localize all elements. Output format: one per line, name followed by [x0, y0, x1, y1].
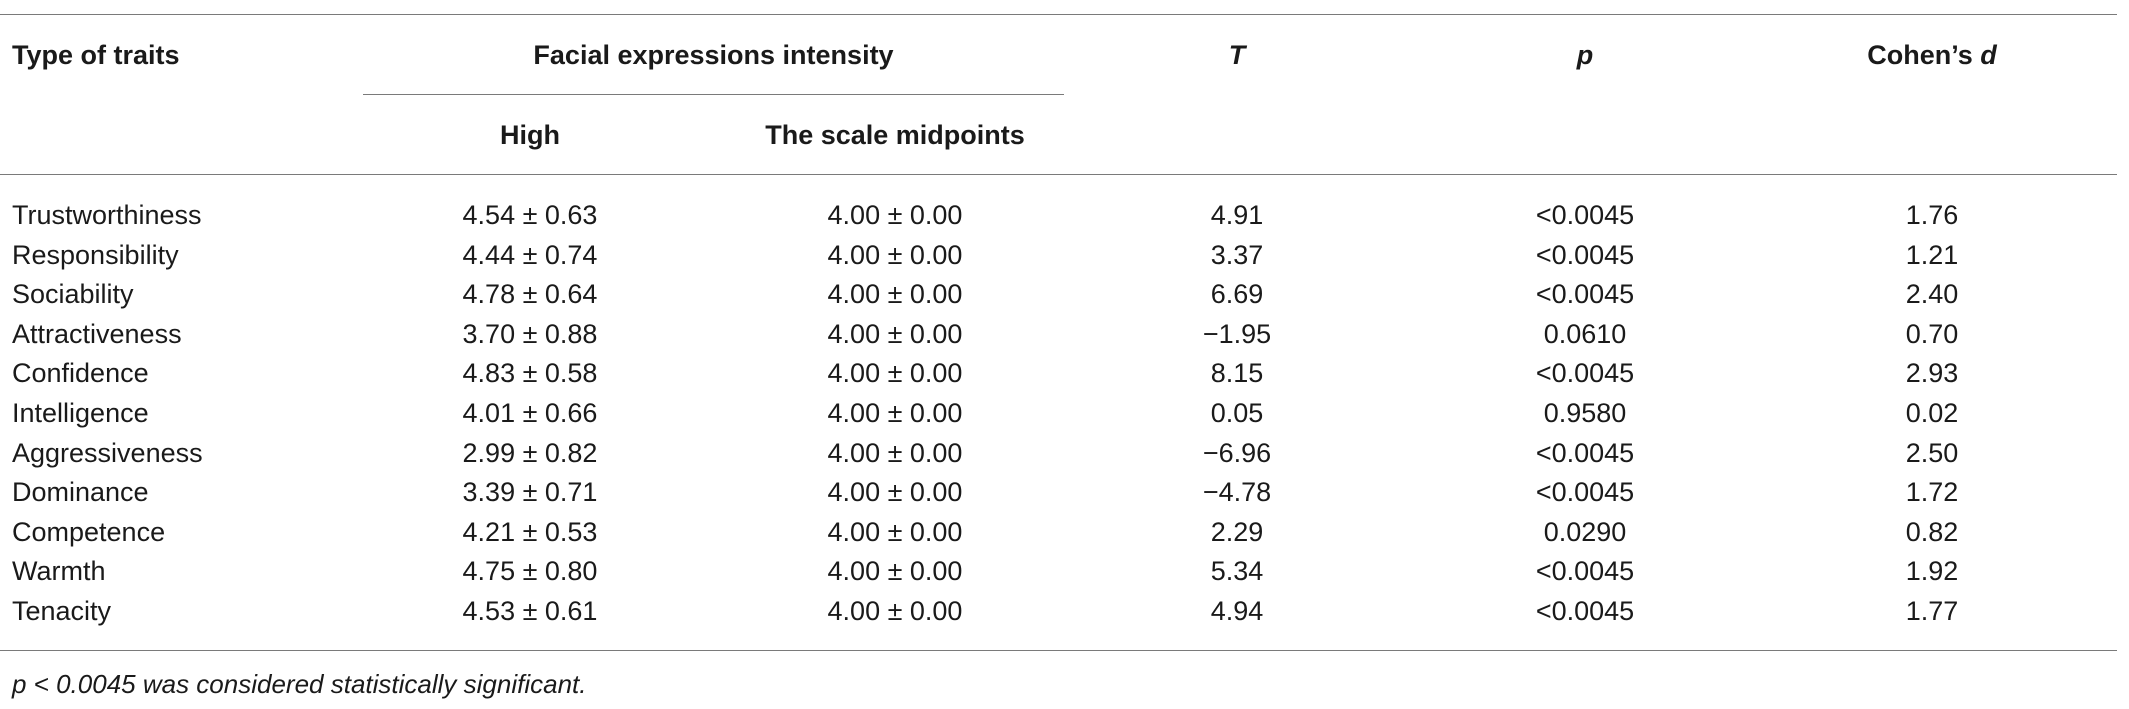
cell-trait: Aggressiveness	[12, 438, 203, 468]
cell-cohens-d: 2.40	[1905, 279, 1959, 309]
cell-p: <0.0045	[1535, 596, 1635, 626]
header-t: T	[1228, 40, 1246, 70]
table-top-rule	[0, 14, 2117, 15]
cell-t: 5.34	[1210, 556, 1264, 586]
cell-cohens-d: 2.93	[1905, 358, 1959, 388]
cell-trait: Competence	[12, 517, 166, 547]
header-cohens-label: Cohen’s	[1867, 40, 1981, 70]
cell-midpoint: 4.00 ± 0.00	[827, 596, 963, 626]
facial-intensity-underline	[363, 94, 1064, 95]
cell-midpoint: 4.00 ± 0.00	[827, 279, 963, 309]
cell-cohens-d: 1.21	[1905, 240, 1959, 270]
cell-midpoint: 4.00 ± 0.00	[827, 556, 963, 586]
header-bottom-rule	[0, 174, 2117, 175]
cell-midpoint: 4.00 ± 0.00	[827, 200, 963, 230]
cell-cohens-d: 1.72	[1905, 477, 1959, 507]
cell-high: 4.44 ± 0.74	[462, 240, 598, 270]
cell-midpoint: 4.00 ± 0.00	[827, 398, 963, 428]
cell-p: 0.0290	[1543, 517, 1627, 547]
cell-trait: Confidence	[12, 358, 149, 388]
cell-high: 4.83 ± 0.58	[462, 358, 598, 388]
cell-cohens-d: 1.92	[1905, 556, 1959, 586]
cell-high: 4.75 ± 0.80	[462, 556, 598, 586]
cell-p: <0.0045	[1535, 358, 1635, 388]
cell-trait: Sociability	[12, 279, 134, 309]
cell-p: <0.0045	[1535, 477, 1635, 507]
cell-cohens-d: 0.02	[1905, 398, 1959, 428]
cell-trait: Tenacity	[12, 596, 112, 626]
cell-midpoint: 4.00 ± 0.00	[827, 240, 963, 270]
cell-p: <0.0045	[1535, 200, 1635, 230]
cell-trait: Warmth	[12, 556, 106, 586]
header-cohens-d-symbol: d	[1980, 40, 1997, 70]
cell-t: 3.37	[1210, 240, 1264, 270]
cell-midpoint: 4.00 ± 0.00	[827, 319, 963, 349]
cell-high: 4.78 ± 0.64	[462, 279, 598, 309]
cell-trait: Responsibility	[12, 240, 179, 270]
cell-t: 6.69	[1210, 279, 1264, 309]
cell-cohens-d: 0.70	[1905, 319, 1959, 349]
cell-high: 4.21 ± 0.53	[462, 517, 598, 547]
cell-t: 8.15	[1210, 358, 1264, 388]
cell-t: 0.05	[1210, 398, 1264, 428]
cell-t: −1.95	[1202, 319, 1272, 349]
cell-t: −4.78	[1202, 477, 1272, 507]
cell-high: 3.70 ± 0.88	[462, 319, 598, 349]
header-type-of-traits: Type of traits	[12, 40, 180, 70]
header-high: High	[500, 120, 560, 150]
header-cohens-d: Cohen’s d	[1832, 42, 2032, 69]
header-facial-expressions-intensity: Facial expressions intensity	[533, 40, 894, 70]
cell-cohens-d: 1.77	[1905, 596, 1959, 626]
cell-t: 4.94	[1210, 596, 1264, 626]
cell-t: −6.96	[1202, 438, 1272, 468]
table-footnote: p < 0.0045 was considered statistically …	[12, 669, 587, 699]
cell-midpoint: 4.00 ± 0.00	[827, 477, 963, 507]
cell-trait: Intelligence	[12, 398, 149, 428]
cell-p: 0.0610	[1543, 319, 1627, 349]
cell-high: 3.39 ± 0.71	[462, 477, 598, 507]
cell-p: <0.0045	[1535, 279, 1635, 309]
cell-high: 4.01 ± 0.66	[462, 398, 598, 428]
cell-p: <0.0045	[1535, 240, 1635, 270]
table-bottom-rule	[0, 650, 2117, 651]
cell-cohens-d: 2.50	[1905, 438, 1959, 468]
cell-midpoint: 4.00 ± 0.00	[827, 517, 963, 547]
cell-cohens-d: 0.82	[1905, 517, 1959, 547]
cell-high: 2.99 ± 0.82	[462, 438, 598, 468]
cell-trait: Trustworthiness	[12, 200, 202, 230]
cell-midpoint: 4.00 ± 0.00	[827, 438, 963, 468]
cell-high: 4.54 ± 0.63	[462, 200, 598, 230]
cell-p: <0.0045	[1535, 438, 1635, 468]
cell-p: <0.0045	[1535, 556, 1635, 586]
cell-t: 4.91	[1210, 200, 1264, 230]
header-scale-midpoints: The scale midpoints	[765, 120, 1025, 150]
cell-high: 4.53 ± 0.61	[462, 596, 598, 626]
cell-t: 2.29	[1210, 517, 1264, 547]
cell-p: 0.9580	[1543, 398, 1627, 428]
cell-trait: Dominance	[12, 477, 149, 507]
cell-cohens-d: 1.76	[1905, 200, 1959, 230]
cell-trait: Attractiveness	[12, 319, 182, 349]
cell-midpoint: 4.00 ± 0.00	[827, 358, 963, 388]
header-p: p	[1576, 40, 1594, 70]
